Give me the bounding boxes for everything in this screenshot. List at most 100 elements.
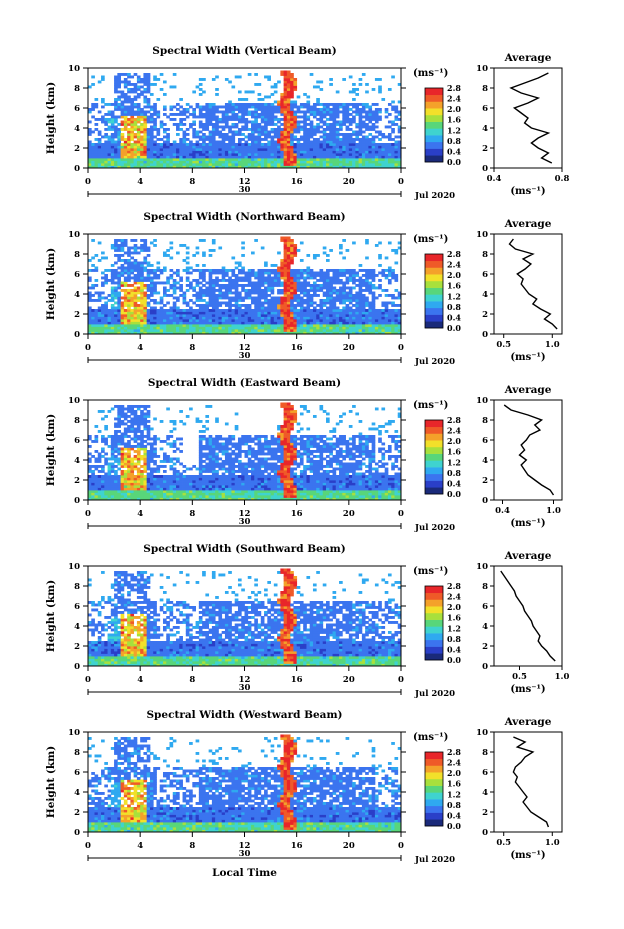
- heatmap-cell: [127, 100, 131, 104]
- heatmap-cell: [273, 163, 278, 166]
- heatmap-cell: [215, 125, 219, 129]
- heatmap-cell: [352, 309, 356, 312]
- heatmap-cell: [176, 251, 180, 255]
- heatmap-cell: [348, 165, 353, 169]
- heatmap-cell: [361, 108, 366, 111]
- heatmap-cell: [381, 274, 386, 277]
- heatmap-cell: [355, 123, 360, 126]
- heatmap-cell: [221, 311, 226, 315]
- heatmap-cell: [231, 133, 236, 136]
- heatmap-cell: [130, 299, 135, 302]
- heatmap-cell: [319, 165, 324, 169]
- heatmap-cell: [257, 289, 262, 292]
- heatmap-cell: [283, 236, 288, 240]
- heatmap-cell: [280, 299, 285, 302]
- heatmap-cell: [215, 143, 219, 146]
- heatmap-cell: [172, 296, 177, 300]
- heatmap-cell: [110, 450, 115, 453]
- heatmap-cell: [299, 329, 304, 332]
- heatmap-cell: [94, 450, 99, 453]
- heatmap-cell: [293, 291, 298, 295]
- heatmap-cell: [335, 316, 340, 320]
- heatmap-cell: [378, 254, 382, 257]
- heatmap-cell: [244, 314, 249, 317]
- heatmap-cell: [97, 480, 102, 483]
- heatmap-cell: [136, 309, 141, 312]
- heatmap-cell: [270, 135, 275, 139]
- heatmap-cell: [130, 269, 135, 272]
- heatmap-cell: [319, 314, 324, 317]
- x-tick-label: 4: [137, 343, 143, 353]
- heatmap-cell: [339, 128, 343, 131]
- heatmap-cell: [332, 304, 337, 307]
- heatmap-cell: [91, 321, 95, 325]
- heatmap-cell: [130, 128, 135, 131]
- heatmap-cell: [299, 331, 304, 335]
- heatmap-cell: [273, 105, 278, 109]
- heatmap-cell: [140, 90, 144, 94]
- heatmap-cell: [234, 324, 239, 327]
- heatmap-cell: [283, 279, 288, 282]
- heatmap-cell: [352, 294, 356, 297]
- heatmap-cell: [384, 155, 389, 159]
- heatmap-cell: [208, 123, 213, 126]
- heatmap-cell: [322, 314, 327, 317]
- heatmap-cell: [290, 80, 294, 84]
- heatmap-cell: [101, 435, 105, 438]
- heatmap-cell: [296, 165, 301, 169]
- heatmap-cell: [234, 130, 239, 134]
- heatmap-cell: [127, 311, 131, 315]
- heatmap-cell: [120, 490, 125, 493]
- heatmap-cell: [228, 326, 232, 330]
- heatmap-cell: [114, 90, 118, 94]
- heatmap-cell: [88, 108, 92, 111]
- heatmap-cell: [140, 324, 144, 327]
- heatmap-cell: [267, 153, 271, 156]
- heatmap-cell: [166, 249, 170, 252]
- heatmap-cell: [117, 407, 121, 411]
- heatmap-cell: [251, 324, 255, 327]
- heatmap-cell: [237, 284, 242, 287]
- heatmap-cell: [140, 271, 144, 275]
- heatmap-cell: [280, 143, 285, 146]
- heatmap-cell: [312, 165, 317, 169]
- heatmap-cell: [140, 108, 144, 111]
- heatmap-cell: [397, 321, 402, 325]
- heatmap-cell: [91, 465, 95, 468]
- heatmap-cell: [123, 299, 128, 302]
- heatmap-cell: [312, 108, 317, 111]
- heatmap-cell: [140, 78, 144, 81]
- heatmap-cell: [391, 148, 395, 151]
- heatmap-cell: [251, 163, 255, 166]
- heatmap-cell: [143, 244, 148, 247]
- heatmap-cell: [237, 165, 242, 169]
- heatmap-cell: [104, 485, 108, 488]
- heatmap-cell: [371, 331, 376, 335]
- heatmap-cell: [127, 80, 131, 84]
- heatmap-cell: [339, 251, 343, 255]
- heatmap-cell: [355, 331, 360, 335]
- heatmap-cell: [247, 133, 252, 136]
- heatmap-cell: [342, 165, 346, 169]
- heatmap-cell: [303, 281, 307, 285]
- heatmap-cell: [153, 145, 157, 149]
- heatmap-cell: [247, 128, 252, 131]
- heatmap-cell: [352, 153, 356, 156]
- heatmap-cell: [355, 316, 360, 320]
- heatmap-cell: [133, 314, 138, 317]
- heatmap-cell: [280, 296, 285, 300]
- heatmap-cell: [120, 422, 125, 426]
- heatmap-cell: [342, 271, 346, 275]
- heatmap-cell: [104, 135, 108, 139]
- heatmap-cell: [264, 133, 268, 136]
- heatmap-cell: [264, 160, 268, 164]
- heatmap-cell: [303, 306, 307, 310]
- heatmap-cell: [273, 331, 278, 335]
- heatmap-cell: [202, 158, 206, 161]
- heatmap-cell: [94, 440, 99, 443]
- heatmap-cell: [136, 155, 141, 159]
- heatmap-cell: [270, 289, 275, 292]
- heatmap-cell: [352, 155, 356, 159]
- heatmap-cell: [306, 291, 311, 295]
- heatmap-cell: [123, 326, 128, 330]
